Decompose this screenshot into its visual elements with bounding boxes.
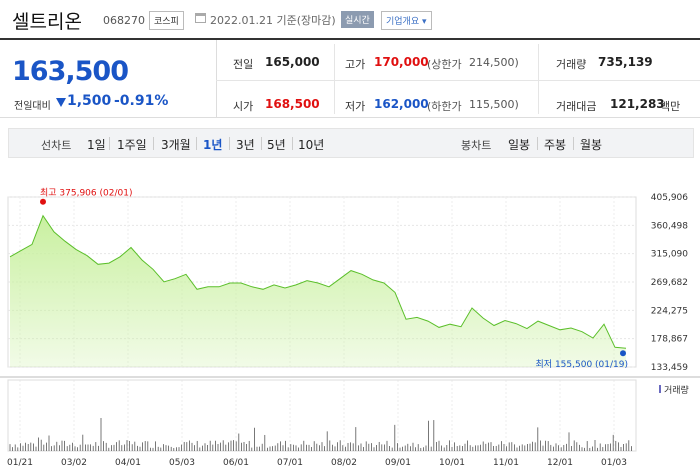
volume-legend-swatch [659, 385, 661, 393]
period-3m-button[interactable]: 3개월 [161, 138, 191, 152]
header-divider [0, 38, 700, 40]
x-tick-label: 08/02 [331, 458, 357, 468]
high-marker [40, 198, 46, 205]
current-price: 163,500 [12, 56, 129, 87]
x-tick-label: 05/03 [169, 458, 195, 468]
divider [216, 80, 700, 81]
open-label: 시가 [233, 100, 254, 113]
upper-limit-label: (상한가 [427, 58, 462, 71]
upper-limit-value: 214,500) [469, 56, 519, 69]
period-1d-button[interactable]: 1일 [87, 138, 106, 152]
calendar-icon [195, 13, 206, 23]
low-value: 162,000 [374, 97, 429, 111]
x-tick-label: 01/21 [7, 458, 33, 468]
volume-frame [7, 379, 637, 452]
period-3y-button[interactable]: 3년 [236, 138, 255, 152]
realtime-button[interactable]: 실시간 [341, 11, 374, 28]
quote-date: 2022.01.21 기준(장마감) [210, 14, 336, 27]
period-10y-button[interactable]: 10년 [298, 138, 325, 152]
y-tick-label: 133,459 [651, 363, 688, 373]
x-tick-label: 12/01 [547, 458, 573, 468]
high-label: 고가 [345, 58, 366, 71]
y-tick-label: 315,090 [651, 250, 688, 260]
lower-limit-value: 115,500) [469, 98, 519, 111]
divider [334, 44, 335, 114]
y-tick-label: 405,906 [651, 193, 688, 203]
period-1w-button[interactable]: 1주일 [117, 138, 147, 152]
low-label: 저가 [345, 100, 366, 113]
company-overview-button[interactable]: 기업개요 ▾ [381, 11, 432, 30]
price-change-pct: -0.91% [114, 93, 169, 109]
compare-label: 전일대비 [14, 101, 51, 112]
weekly-candle-button[interactable]: 주봉 [544, 138, 567, 152]
divider [216, 40, 217, 118]
daily-candle-button[interactable]: 일봉 [508, 138, 531, 152]
volume-value: 735,139 [598, 55, 653, 69]
line-chart-label: 선차트 [41, 139, 72, 152]
down-triangle-icon [56, 98, 66, 107]
trade-amount-unit: 백만 [660, 100, 681, 113]
price-chart[interactable]: 405,906 360,498 315,090 269,682 224,275 178,8… [0, 185, 700, 473]
stock-header: 셀트리온 068270 코스피 2022.01.21 기준(장마감) 실시간 기… [0, 0, 700, 38]
low-annotation: 최저 155,500 (01/19) [536, 359, 628, 370]
trade-amount-value: 121,283 [610, 97, 665, 111]
prev-close-value: 165,000 [265, 55, 320, 69]
x-tick-label: 04/01 [115, 458, 141, 468]
x-tick-label: 11/01 [493, 458, 519, 468]
y-tick-label: 269,682 [651, 278, 688, 288]
x-tick-label: 10/01 [439, 458, 465, 468]
x-tick-label: 06/01 [223, 458, 249, 468]
candle-chart-label: 봉차트 [461, 139, 492, 152]
market-badge: 코스피 [149, 11, 184, 30]
price-area [10, 215, 626, 367]
period-selector: 선차트 1일 1주일 3개월 1년 3년 5년 10년 봉차트 일봉 주봉 월봉 [8, 128, 694, 158]
divider [538, 44, 539, 114]
lower-limit-label: (하한가 [427, 100, 462, 113]
trade-amount-label: 거래대금 [556, 100, 597, 113]
y-tick-label: 224,275 [651, 306, 688, 316]
y-tick-label: 178,867 [651, 335, 688, 345]
period-5y-button[interactable]: 5년 [267, 138, 286, 152]
high-annotation: 최고 375,906 (02/01) [40, 188, 132, 199]
low-marker [620, 350, 626, 357]
stock-code: 068270 [103, 14, 145, 27]
open-value: 168,500 [265, 97, 320, 111]
stock-name[interactable]: 셀트리온 [12, 11, 82, 33]
volume-label: 거래량 [556, 58, 587, 71]
volume-legend-label: 거래량 [664, 384, 689, 396]
x-tick-label: 09/01 [385, 458, 411, 468]
x-tick-label: 07/01 [277, 458, 303, 468]
x-tick-label: 03/02 [61, 458, 87, 468]
prev-close-label: 전일 [233, 58, 254, 71]
x-tick-label: 01/03 [601, 458, 627, 468]
chevron-down-icon: ▾ [422, 17, 427, 27]
price-line [9, 214, 627, 349]
price-summary: 163,500 전일대비 1,500 -0.91% 전일 165,000 고가 … [0, 40, 700, 118]
high-value: 170,000 [374, 55, 429, 69]
monthly-candle-button[interactable]: 월봉 [580, 138, 603, 152]
period-1y-button[interactable]: 1년 [203, 138, 223, 152]
y-tick-label: 360,498 [651, 221, 688, 231]
price-change: 1,500 [67, 93, 112, 109]
price-chart-svg: 405,906 360,498 315,090 269,682 224,275 178,8… [0, 188, 700, 468]
